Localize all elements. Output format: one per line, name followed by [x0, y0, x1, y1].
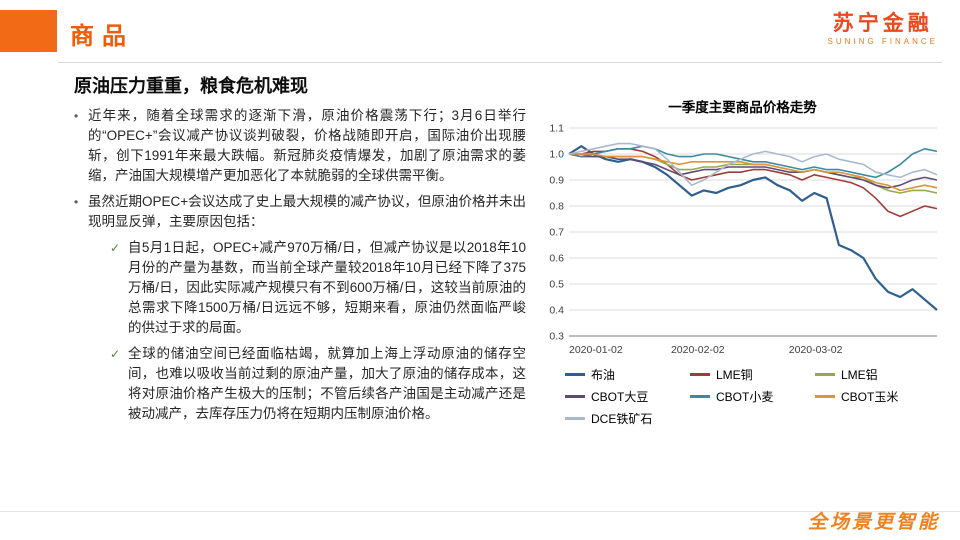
y-axis-label: 1.0: [549, 149, 564, 161]
legend-label: CBOT玉米: [841, 390, 899, 404]
footer-slogan: 全场景更智能: [807, 512, 940, 533]
legend-swatch: [815, 373, 835, 376]
series-line: [568, 145, 938, 179]
legend-item: LME铝: [815, 366, 940, 383]
series-line: [569, 153, 938, 192]
header-accent-block: [0, 10, 57, 52]
legend-label: 布油: [591, 368, 616, 382]
sub-bullet-paragraph: ✓ 自5月1日起，OPEC+减产970万桶/日，但减产协议是以2018年10月份…: [110, 238, 526, 338]
x-axis-label: 2020-02-02: [671, 344, 725, 356]
footer-divider: [0, 511, 960, 512]
y-axis-label: 0.3: [549, 331, 564, 343]
x-axis-label: 2020-01-02: [569, 344, 623, 356]
legend-label: CBOT大豆: [591, 390, 649, 404]
legend-item: CBOT玉米: [815, 388, 940, 405]
bullet-icon: •: [74, 195, 79, 209]
bullet-paragraph: • 近年来，随着全球需求的逐渐下滑，原油价格震荡下行；3月6日举行的“OPEC+…: [74, 106, 526, 186]
legend-item: 布油: [565, 366, 690, 383]
sub-bullet-paragraph: ✓ 全球的储油空间已经面临枯竭，就算加上海上浮动原油的储存空间，也难以吸收当前过…: [110, 344, 526, 424]
sub-bullet-text: 自5月1日起，OPEC+减产970万桶/日，但减产协议是以2018年10月份的产…: [128, 240, 526, 335]
brand-logo: 苏宁金融 SUNING FINANCE: [828, 12, 938, 46]
legend-item: LME铜: [690, 366, 815, 383]
y-axis-label: 0.6: [549, 253, 564, 265]
legend-label: CBOT小麦: [716, 390, 774, 404]
legend-item: CBOT大豆: [565, 388, 690, 405]
x-axis-label: 2020-03-02: [789, 344, 843, 356]
legend-swatch: [565, 395, 585, 398]
header-divider: [58, 62, 942, 63]
legend-swatch: [690, 395, 710, 398]
y-axis-label: 0.5: [549, 279, 564, 291]
y-axis-label: 1.1: [549, 123, 564, 135]
brand-subtitle: SUNING FINANCE: [827, 37, 938, 47]
bullet-text: 近年来，随着全球需求的逐渐下滑，原油价格震荡下行；3月6日举行的“OPEC+”会…: [88, 108, 526, 183]
series-line: [568, 142, 938, 186]
bullet-paragraph: • 虽然近期OPEC+会议达成了史上最大规模的减产协议，但原油价格并未出现明显反…: [74, 192, 526, 232]
chart-legend: 布油 LME铜 LME铝 CBOT大豆 CBOT小麦 CBOT玉米 DCE铁矿石: [565, 366, 950, 427]
bullet-text: 虽然近期OPEC+会议达成了史上最大规模的减产协议，但原油价格并未出现明显反弹，…: [88, 194, 526, 229]
page-title: 原油压力重重，粮食危机难现: [74, 76, 308, 96]
series-line: [568, 145, 938, 311]
bullet-icon: •: [74, 109, 79, 123]
section-title: 商品: [70, 23, 134, 50]
y-axis-label: 0.7: [549, 227, 564, 239]
body-text-panel: • 近年来，随着全球需求的逐渐下滑，原油价格震荡下行；3月6日举行的“OPEC+…: [74, 106, 526, 430]
y-axis-label: 0.8: [549, 201, 564, 213]
legend-item: CBOT小麦: [690, 388, 815, 405]
sub-bullet-text: 全球的储油空间已经面临枯竭，就算加上海上浮动原油的储存空间，也难以吸收当前过剩的…: [128, 346, 526, 421]
legend-swatch: [815, 395, 835, 398]
legend-swatch: [690, 373, 710, 376]
series-line: [568, 153, 938, 189]
legend-label: LME铜: [716, 368, 753, 382]
legend-swatch: [565, 417, 585, 420]
brand-name: 苏宁金融: [832, 12, 933, 35]
legend-label: DCE铁矿石: [591, 412, 653, 426]
y-axis-label: 0.4: [549, 305, 564, 317]
line-chart: 1.1 1.0 0.9 0.8 0.7 0.6 0.5 0.4 0.3 2020-01-02 202…: [549, 123, 938, 356]
check-icon: ✓: [110, 241, 121, 255]
y-axis-label: 0.9: [549, 175, 564, 187]
chart-panel: 一季度主要商品价格走势 1.1 1.0 0.9 0.8 0.7 0.6 0.5 0.4 0.3 2…: [535, 96, 950, 427]
legend-label: LME铝: [841, 368, 878, 382]
legend-item: DCE铁矿石: [565, 410, 690, 427]
check-icon: ✓: [110, 347, 121, 361]
chart-title: 一季度主要商品价格走势: [668, 100, 817, 115]
legend-swatch: [565, 373, 585, 376]
